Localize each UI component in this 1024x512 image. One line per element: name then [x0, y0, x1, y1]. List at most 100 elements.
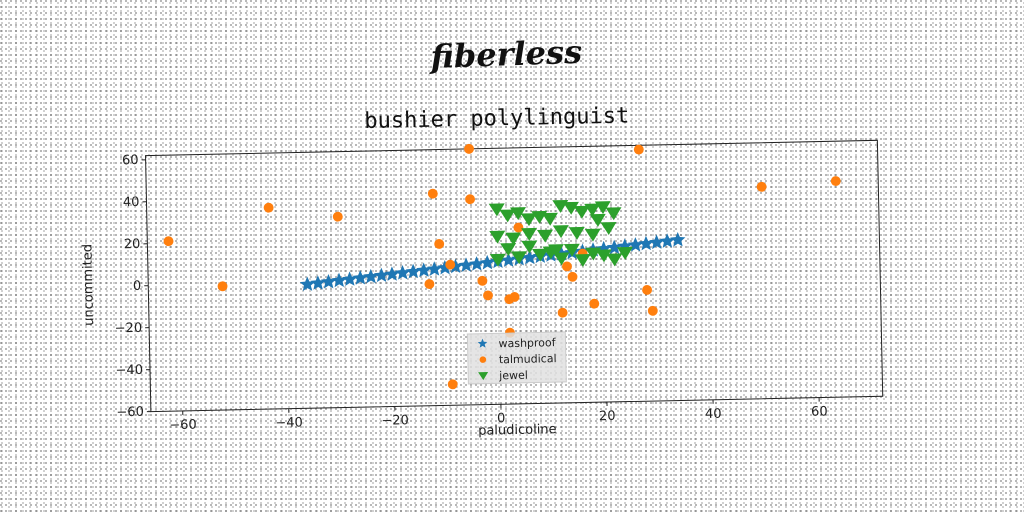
talmudical-point: [464, 143, 474, 154]
washproof-point: [342, 271, 358, 286]
washproof-point: [447, 258, 464, 274]
y-tick-label: −40: [115, 363, 143, 379]
jewel-point: [616, 246, 633, 260]
jewel-point: [488, 203, 505, 217]
talmudical-point: [567, 271, 578, 282]
x-tick-label: 60: [811, 404, 828, 419]
jewel-point: [520, 213, 537, 227]
jewel-point: [489, 253, 506, 267]
washproof-point: [458, 257, 474, 272]
jewel-point: [509, 207, 526, 221]
washproof-point: [352, 270, 368, 285]
jewel-point: [521, 227, 538, 241]
washproof-point: [670, 232, 686, 247]
washproof-point: [384, 266, 400, 281]
talmudical-point: [647, 305, 658, 316]
jewel-point: [584, 228, 601, 242]
talmudical-point: [830, 176, 841, 187]
washproof-point: [638, 235, 654, 251]
washproof-point: [426, 261, 442, 276]
talmudical-point: [445, 259, 456, 270]
legend-label-jewel: jewel: [498, 369, 528, 383]
x-tick-label: 0: [497, 411, 506, 426]
jewel-point: [605, 207, 622, 221]
legend-label-washproof: washproof: [498, 336, 556, 350]
y-tick-label: 40: [123, 195, 140, 210]
jewel-point: [573, 205, 590, 219]
washproof-point: [500, 252, 517, 267]
talmudical-point: [562, 261, 572, 272]
jewel-point: [606, 253, 623, 267]
washproof-point: [331, 272, 347, 288]
chart-root: bushier polylinguist −60 −40 −20 0 20 40 60−60…: [80, 104, 884, 439]
x-tick-label: −60: [169, 418, 197, 434]
washproof-point: [469, 256, 485, 271]
jewel-point: [568, 226, 585, 240]
y-tick-label: 60: [122, 153, 139, 168]
talmudical-point: [263, 202, 274, 213]
x-tick-label: 40: [705, 407, 722, 422]
plot-frame: [145, 139, 884, 413]
talmudical-point: [217, 281, 228, 292]
talmudical-point: [163, 236, 174, 247]
talmudical-point: [642, 285, 653, 295]
talmudical-point: [756, 181, 767, 192]
y-axis-label: uncommited: [80, 244, 97, 326]
y-tick-label: 0: [133, 279, 142, 294]
y-tick-label: −20: [115, 321, 143, 337]
legend-marker-talmudical: [479, 356, 487, 363]
chart-title: bushier polylinguist: [364, 104, 629, 135]
jewel-point: [541, 212, 558, 226]
washproof-point: [627, 237, 644, 252]
axis-ticks: −60 −40 −20 0 20 40 60 −60 −40 −20 0 20 40 60: [115, 153, 828, 434]
washproof-point: [649, 234, 665, 250]
talmudical-point: [427, 188, 438, 199]
data-marks: [163, 143, 841, 390]
talmudical-point: [465, 194, 476, 205]
legend-marker-washproof: [477, 338, 488, 348]
legend-box: [466, 331, 567, 385]
x-tick-label: 20: [599, 409, 616, 424]
talmudical-point: [504, 294, 515, 305]
washproof-point: [394, 265, 411, 280]
washproof-point: [320, 273, 337, 289]
talmudical-point: [332, 211, 343, 222]
talmudical-point: [424, 279, 435, 289]
jewel-point: [584, 203, 601, 217]
jewel-point: [574, 254, 591, 268]
jewel-point: [595, 249, 612, 263]
jewel-point: [553, 252, 570, 266]
jewel-point: [489, 230, 506, 244]
x-tick-label: −20: [381, 413, 409, 429]
talmudical-point: [557, 307, 568, 318]
x-axis-label: paludicoline: [478, 422, 557, 439]
washproof-point: [606, 239, 622, 255]
washproof-point: [659, 233, 675, 248]
jewel-point: [589, 213, 606, 227]
jewel-point: [562, 201, 579, 215]
legend-marker-jewel: [478, 372, 489, 381]
jewel-point: [532, 248, 549, 262]
y-tick-label: −60: [116, 405, 144, 421]
washproof-point: [405, 263, 421, 279]
washproof-point: [479, 254, 495, 270]
jewel-point: [505, 232, 522, 246]
talmudical-point: [477, 275, 488, 286]
talmudical-point: [483, 290, 493, 301]
legend-label-talmudical: talmudical: [499, 352, 557, 366]
talmudical-point: [447, 379, 458, 390]
washproof-point: [363, 268, 379, 284]
washproof-point: [310, 275, 326, 290]
jewel-point: [563, 243, 580, 257]
talmudical-point: [434, 238, 445, 249]
jewel-point: [536, 229, 553, 243]
washproof-point: [299, 276, 315, 292]
jewel-point: [552, 225, 569, 239]
y-tick-label: 20: [124, 237, 141, 252]
washproof-point: [416, 262, 432, 278]
jewel-point: [510, 251, 527, 265]
washproof-point: [373, 267, 390, 283]
talmudical-point: [513, 222, 524, 233]
x-tick-label: −40: [275, 415, 303, 431]
washproof-point: [521, 249, 538, 265]
